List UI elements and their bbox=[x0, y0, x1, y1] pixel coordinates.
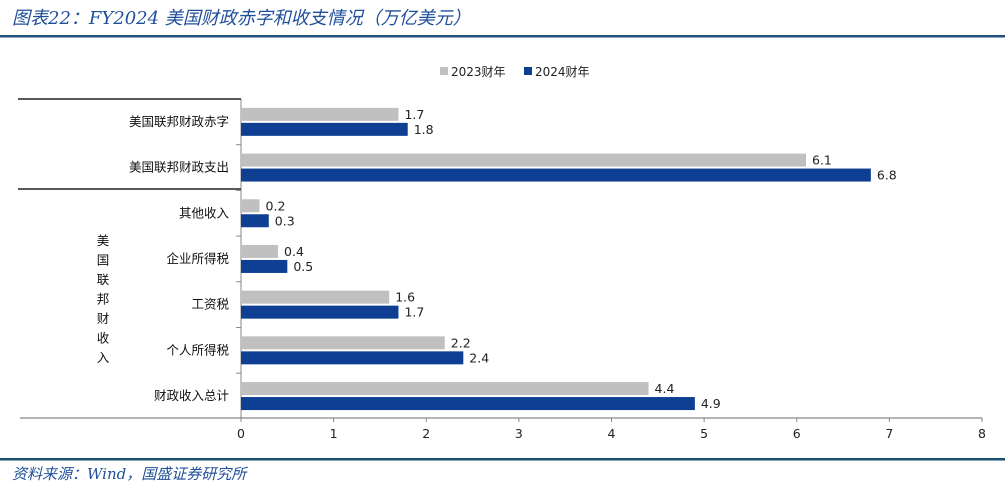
bar-2023 bbox=[241, 244, 279, 258]
data-label: 1.7 bbox=[404, 107, 424, 122]
category-label: 美国联邦财政支出 bbox=[129, 160, 229, 175]
data-label: 4.4 bbox=[655, 381, 675, 396]
bar-2024 bbox=[241, 122, 408, 136]
x-tick-label: 5 bbox=[700, 426, 708, 441]
group-label-char: 入 bbox=[97, 350, 110, 365]
x-tick-label: 3 bbox=[515, 426, 523, 441]
bar-2024 bbox=[241, 168, 871, 182]
bar-2024 bbox=[241, 259, 288, 273]
bar-2023 bbox=[241, 290, 390, 304]
legend-swatch bbox=[524, 67, 532, 75]
group-label-char: 联 bbox=[97, 272, 110, 287]
data-label: 0.4 bbox=[284, 244, 304, 259]
category-label: 其他收入 bbox=[179, 205, 230, 220]
data-label: 1.6 bbox=[395, 290, 415, 305]
group-label-char: 美 bbox=[97, 233, 110, 248]
category-label: 美国联邦财政赤字 bbox=[129, 114, 229, 129]
category-label: 企业所得税 bbox=[166, 251, 229, 266]
bar-2024 bbox=[241, 305, 399, 319]
bar-2023 bbox=[241, 336, 445, 350]
group-label-char: 邦 bbox=[97, 292, 110, 307]
x-tick-label: 1 bbox=[330, 426, 338, 441]
data-label: 4.9 bbox=[701, 396, 721, 411]
group-label-char: 国 bbox=[97, 253, 110, 268]
x-tick-label: 6 bbox=[793, 426, 801, 441]
data-label: 6.1 bbox=[812, 153, 832, 168]
footer-rule bbox=[0, 458, 1005, 461]
x-tick-label: 0 bbox=[237, 426, 245, 441]
data-label: 0.3 bbox=[275, 213, 295, 228]
data-label: 0.2 bbox=[266, 198, 286, 213]
figure-title: 图表22：FY2024 美国财政赤字和收支情况（万亿美元） bbox=[12, 8, 471, 29]
x-tick-label: 2 bbox=[422, 426, 430, 441]
data-label: 6.8 bbox=[877, 168, 897, 183]
bar-2023 bbox=[241, 153, 807, 167]
legend-label: 2024财年 bbox=[535, 65, 590, 79]
bar-2023 bbox=[241, 199, 260, 213]
category-label: 个人所得税 bbox=[166, 342, 229, 357]
data-label: 0.5 bbox=[293, 259, 313, 274]
legend: 2023财年 2024财年 bbox=[440, 65, 590, 79]
x-tick-label: 8 bbox=[978, 426, 986, 441]
group-label-char: 收 bbox=[97, 331, 110, 346]
category-label: 工资税 bbox=[191, 297, 229, 312]
data-label: 1.8 bbox=[414, 122, 434, 137]
title-rule bbox=[0, 35, 1005, 38]
source-note: 资料来源：Wind，国盛证券研究所 bbox=[12, 465, 248, 483]
bar-2023 bbox=[241, 382, 649, 396]
bar-2024 bbox=[241, 214, 269, 228]
group-label-char: 财 bbox=[97, 311, 110, 326]
legend-swatch bbox=[440, 67, 448, 75]
bar-2024 bbox=[241, 397, 695, 411]
bar-2023 bbox=[241, 107, 399, 121]
legend-label: 2023财年 bbox=[451, 65, 506, 79]
x-tick-label: 4 bbox=[608, 426, 616, 441]
category-label: 财政收入总计 bbox=[154, 388, 229, 403]
bar-2024 bbox=[241, 351, 464, 365]
data-label: 1.7 bbox=[404, 305, 424, 320]
data-label: 2.4 bbox=[469, 350, 489, 365]
data-label: 2.2 bbox=[451, 335, 471, 350]
x-tick-label: 7 bbox=[885, 426, 893, 441]
